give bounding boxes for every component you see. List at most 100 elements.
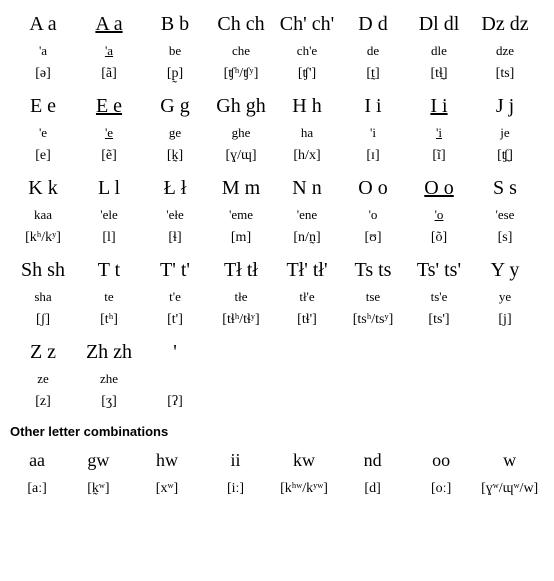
combo-letter: kw <box>293 449 315 471</box>
letter-name: je <box>500 124 509 142</box>
alphabet-cell: Dl dldle[tɬ̰] <box>406 12 472 84</box>
letter-name: zhe <box>100 370 118 388</box>
ipa: [s] <box>498 228 513 248</box>
combo-ipa: [oː] <box>431 479 451 499</box>
combo-cell: oo[oː] <box>407 449 476 499</box>
alphabet-cell: G gge[k̰] <box>142 94 208 166</box>
ipa: [e] <box>35 146 51 166</box>
ipa: [ʊ] <box>364 228 381 248</box>
combo-letter: ii <box>230 449 240 471</box>
combo-ipa: [xʷ] <box>156 479 178 499</box>
combo-letter: hw <box>156 449 178 471</box>
letter: Ts ts <box>355 258 392 282</box>
letter: Z z <box>30 340 56 364</box>
ipa: [tɬ'] <box>297 310 317 330</box>
letter: L l <box>98 176 120 200</box>
ipa: [ʔ] <box>167 392 183 412</box>
combo-cell: aa [aː] <box>10 449 64 499</box>
letter: J j <box>496 94 514 118</box>
letter-name <box>173 370 176 388</box>
letter: N n <box>292 176 321 200</box>
letter: G g <box>160 94 189 118</box>
combo-letter: w <box>503 449 516 471</box>
ipa: [ɪ] <box>366 146 379 166</box>
letter: Gh gh <box>216 94 265 118</box>
ipa: [n/n̰] <box>293 228 320 248</box>
alphabet-table: A a'a[ə]A a'a[ã]B bbe[p̰]Ch chche[ʧʰ/ʧʸ]… <box>10 12 544 412</box>
letter: Tł tł <box>224 258 258 282</box>
ipa: [ʧ̰] <box>497 146 513 166</box>
letter-name: kaa <box>34 206 52 224</box>
ipa: [j] <box>498 310 511 330</box>
alphabet-cell: K kkaa[kʰ/kʸ] <box>10 176 76 248</box>
alphabet-cell: Ts tstse[tsʰ/tsʸ] <box>340 258 406 330</box>
letter: E e <box>30 94 56 118</box>
letter: E e <box>96 94 122 118</box>
letter-name: ts'e <box>431 288 448 306</box>
ipa: [ʒ] <box>101 392 117 412</box>
letter-name: te <box>104 288 113 306</box>
alphabet-row: A a'a[ə]A a'a[ã]B bbe[p̰]Ch chche[ʧʰ/ʧʸ]… <box>10 12 544 84</box>
alphabet-cell: N n'ene[n/n̰] <box>274 176 340 248</box>
alphabet-cell: Ł ł'ełe[ɬ] <box>142 176 208 248</box>
alphabet-cell: S s'ese[s] <box>472 176 538 248</box>
letter: Dz dz <box>481 12 528 36</box>
ipa: [ʃ] <box>36 310 50 330</box>
ipa: [p̰] <box>167 64 183 84</box>
letter-combinations-row: aa[aː]gw[k̰ʷ]hw[xʷ]ii[iː]kw[kʰʷ/kʸʷ]nd[d… <box>10 449 544 499</box>
letter: I i <box>364 94 381 118</box>
ipa: [t'] <box>167 310 183 330</box>
alphabet-cell: H hha[h/x] <box>274 94 340 166</box>
letter-name: sha <box>34 288 51 306</box>
ipa: [tʰ] <box>100 310 118 330</box>
alphabet-cell: Ts' ts'ts'e[ts'] <box>406 258 472 330</box>
letter-name: 'o <box>435 206 444 224</box>
letter-name: ye <box>499 288 511 306</box>
letter-name: de <box>367 42 379 60</box>
letter: Ł ł <box>164 176 187 200</box>
combo-ipa: [iː] <box>227 479 244 499</box>
letter: O o <box>424 176 453 200</box>
letter: I i <box>430 94 447 118</box>
alphabet-row: K kkaa[kʰ/kʸ]L l'ele[l]Ł ł'ełe[ɬ]M m'eme… <box>10 176 544 248</box>
ipa: [kʰ/kʸ] <box>25 228 61 248</box>
alphabet-cell: J j je [ʧ̰] <box>472 94 538 166</box>
alphabet-cell: Tł' tł' tł'e [tɬ'] <box>274 258 340 330</box>
letter: Sh sh <box>21 258 65 282</box>
combo-letter: nd <box>364 449 382 471</box>
alphabet-cell: I i 'i [ɪ] <box>340 94 406 166</box>
letter-name: 'o <box>369 206 378 224</box>
ipa: [ɬ] <box>168 228 181 248</box>
alphabet-cell: I i'i[ĩ] <box>406 94 472 166</box>
letter-name: 'i <box>370 124 376 142</box>
letter-name: ha <box>301 124 313 142</box>
ipa: [l] <box>102 228 115 248</box>
combo-ipa: [aː] <box>27 479 46 499</box>
ipa: [t̰] <box>366 64 379 84</box>
section-title: Other letter combinations <box>10 424 544 439</box>
alphabet-cell: Ch chche[ʧʰ/ʧʸ] <box>208 12 274 84</box>
letter-name: 'a <box>39 42 47 60</box>
combo-cell: w[ɣʷ/ɰʷ/w] <box>475 449 544 499</box>
letter: M m <box>222 176 260 200</box>
alphabet-cell: Z zze[z] <box>10 340 76 412</box>
letter-name: 'e <box>105 124 113 142</box>
ipa: [ə] <box>35 64 51 84</box>
combo-cell: hw [xʷ] <box>133 449 202 499</box>
letter-name: tł'e <box>299 288 314 306</box>
alphabet-cell: Sh sh sha [ʃ] <box>10 258 76 330</box>
letter: Tł' tł' <box>286 258 327 282</box>
alphabet-cell: O o'o[ʊ] <box>340 176 406 248</box>
combo-cell: kw[kʰʷ/kʸʷ] <box>270 449 339 499</box>
letter: A a <box>29 12 56 36</box>
ipa: [ĩ] <box>432 146 445 166</box>
alphabet-cell: E e 'e [e] <box>10 94 76 166</box>
letter-name: tłe <box>235 288 248 306</box>
alphabet-row: Sh shsha[ʃ]T tte[tʰ]T' t't'e[t']Tł tłtłe… <box>10 258 544 330</box>
letter-name: 'e <box>39 124 47 142</box>
ipa: [m] <box>231 228 251 248</box>
combo-letter: aa <box>29 449 45 471</box>
alphabet-cell: E e'e[ẽ] <box>76 94 142 166</box>
alphabet-cell: Ch' ch'ch'e[ʧ'] <box>274 12 340 84</box>
alphabet-cell: O o'o[õ] <box>406 176 472 248</box>
